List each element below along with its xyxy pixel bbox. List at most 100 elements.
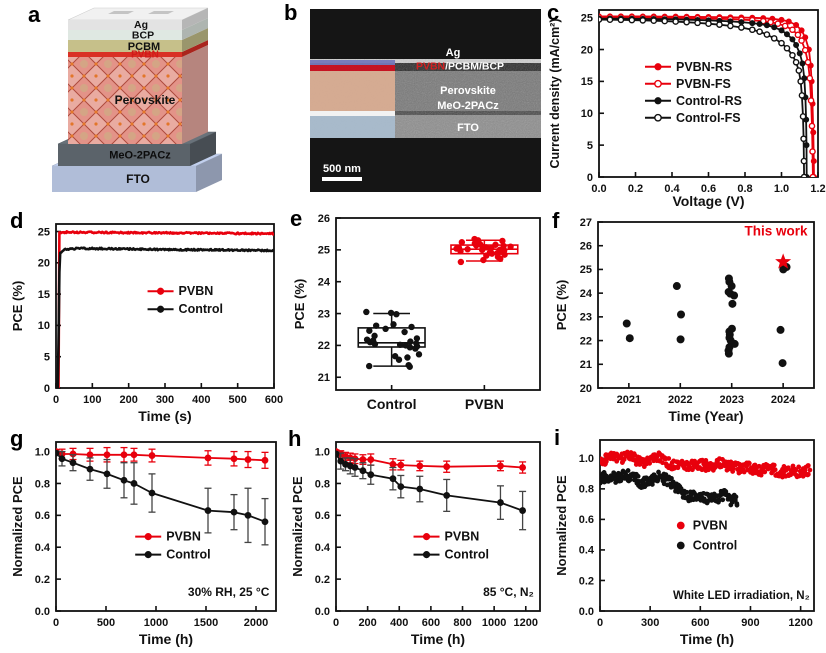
svg-text:5: 5 — [587, 140, 593, 152]
svg-text:2022: 2022 — [668, 394, 692, 406]
svg-text:Perovskite: Perovskite — [440, 85, 496, 97]
svg-text:FTO: FTO — [457, 122, 479, 134]
svg-text:Time (s): Time (s) — [138, 408, 191, 424]
svg-text:26: 26 — [318, 213, 330, 225]
svg-text:PCE (%): PCE (%) — [554, 280, 569, 331]
svg-text:0.6: 0.6 — [579, 514, 594, 526]
panel-letter-b: b — [284, 0, 298, 25]
svg-text:1200: 1200 — [788, 617, 812, 629]
thermal-stability-chart: 0 200 400 600 800 1000 1200 0.0 0.2 0.4 0.6 0.8 1.0 T… — [288, 432, 550, 651]
svg-text:0.0: 0.0 — [579, 606, 594, 618]
svg-text:PVBN/PCBM/BCP: PVBN/PCBM/BCP — [416, 61, 504, 73]
svg-text:200: 200 — [119, 394, 137, 406]
device-schematic: Ag BCP PCBM PVBN Perovskite MeO-2PACz FTO — [48, 4, 230, 204]
svg-text:25: 25 — [581, 12, 593, 24]
svg-text:22: 22 — [580, 335, 592, 347]
svg-text:26: 26 — [580, 241, 592, 253]
svg-text:0.2: 0.2 — [579, 575, 594, 587]
svg-text:600: 600 — [265, 394, 283, 406]
svg-text:PVBN: PVBN — [693, 519, 728, 533]
svg-text:10: 10 — [581, 108, 593, 120]
svg-text:20: 20 — [581, 44, 593, 56]
svg-text:0.8: 0.8 — [315, 478, 330, 490]
svg-text:Normalized PCE: Normalized PCE — [10, 476, 25, 577]
svg-text:300: 300 — [641, 617, 659, 629]
svg-text:PVBN-FS: PVBN-FS — [676, 77, 731, 91]
svg-text:23: 23 — [580, 312, 592, 324]
svg-text:Control-RS: Control-RS — [676, 94, 742, 108]
panel-letter-f: f — [552, 208, 560, 233]
svg-text:800: 800 — [453, 617, 471, 629]
svg-text:0.8: 0.8 — [35, 478, 50, 490]
svg-text:85 °C, N₂: 85 °C, N₂ — [483, 585, 534, 599]
svg-text:100: 100 — [83, 394, 101, 406]
svg-text:20: 20 — [580, 383, 592, 395]
svg-text:0: 0 — [53, 394, 59, 406]
svg-text:0.6: 0.6 — [35, 510, 50, 522]
svg-text:500: 500 — [97, 617, 115, 629]
svg-text:0.6: 0.6 — [701, 183, 716, 195]
svg-text:25: 25 — [38, 226, 50, 238]
humidity-stability-chart: 0 500 1000 1500 2000 0.0 0.2 0.4 0.6 0.8 1.0 Time (… — [8, 432, 286, 651]
panel-letter-d: d — [10, 208, 24, 233]
svg-text:FTO: FTO — [126, 172, 150, 186]
svg-text:25: 25 — [318, 245, 330, 257]
svg-text:Time (h): Time (h) — [411, 631, 465, 647]
svg-text:2023: 2023 — [719, 394, 743, 406]
svg-text:25: 25 — [580, 264, 592, 276]
svg-text:PCE (%): PCE (%) — [292, 279, 307, 330]
panel-letter-c: c — [547, 0, 560, 25]
svg-text:1.2: 1.2 — [810, 183, 825, 195]
svg-text:PCBM: PCBM — [128, 41, 160, 53]
pce-boxplot-chart: 21 22 23 24 25 26 Control PVBN PCE (%) — [290, 210, 550, 428]
svg-text:White LED irradiation, N₂: White LED irradiation, N₂ — [673, 590, 810, 602]
svg-text:500: 500 — [228, 394, 246, 406]
svg-text:Time (Year): Time (Year) — [668, 408, 743, 424]
svg-text:Voltage (V): Voltage (V) — [672, 193, 744, 209]
svg-text:0.2: 0.2 — [628, 183, 643, 195]
svg-text:PVBN-RS: PVBN-RS — [676, 60, 732, 74]
svg-text:500 nm: 500 nm — [323, 163, 361, 175]
svg-text:400: 400 — [192, 394, 210, 406]
svg-text:1000: 1000 — [144, 617, 168, 629]
svg-text:0.2: 0.2 — [35, 574, 50, 586]
svg-text:PVBN: PVBN — [131, 50, 159, 61]
svg-text:0: 0 — [44, 383, 50, 395]
svg-text:BCP: BCP — [132, 30, 154, 42]
svg-text:0: 0 — [587, 172, 593, 184]
svg-text:Control: Control — [367, 396, 417, 412]
svg-text:0: 0 — [53, 617, 59, 629]
svg-text:0.6: 0.6 — [315, 510, 330, 522]
svg-text:1.0: 1.0 — [579, 453, 594, 465]
svg-text:MeO-2PACz: MeO-2PACz — [109, 150, 171, 162]
svg-text:22: 22 — [318, 340, 330, 352]
svg-text:24: 24 — [318, 277, 331, 289]
svg-text:20: 20 — [38, 258, 50, 270]
svg-text:600: 600 — [422, 617, 440, 629]
svg-text:PVBN: PVBN — [166, 530, 201, 544]
svg-text:0.0: 0.0 — [35, 606, 50, 618]
svg-text:Control: Control — [179, 302, 223, 316]
svg-text:0: 0 — [597, 617, 603, 629]
svg-text:Control-FS: Control-FS — [676, 111, 741, 125]
svg-text:0.4: 0.4 — [664, 183, 680, 195]
svg-text:Normalized PCE: Normalized PCE — [290, 476, 305, 577]
svg-text:Control: Control — [166, 548, 210, 562]
svg-text:Ag: Ag — [134, 19, 148, 31]
svg-text:2000: 2000 — [244, 617, 268, 629]
svg-text:15: 15 — [38, 289, 50, 301]
svg-text:0.8: 0.8 — [737, 183, 752, 195]
svg-text:0.0: 0.0 — [591, 183, 606, 195]
svg-text:0.0: 0.0 — [315, 606, 330, 618]
svg-text:1000: 1000 — [482, 617, 506, 629]
svg-text:Perovskite: Perovskite — [115, 93, 176, 107]
panel-letter-e: e — [290, 206, 303, 231]
svg-text:24: 24 — [580, 288, 593, 300]
svg-text:2021: 2021 — [617, 394, 641, 406]
svg-text:Time (h): Time (h) — [139, 631, 193, 647]
svg-text:PVBN: PVBN — [465, 396, 504, 412]
sem-image: Ag PVBN/PCBM/BCP Perovskite MeO-2PACz FTO 500… — [310, 9, 541, 192]
panel-letter-h: h — [288, 426, 302, 451]
svg-text:PCE (%): PCE (%) — [10, 281, 25, 332]
svg-text:PVBN: PVBN — [179, 284, 214, 298]
